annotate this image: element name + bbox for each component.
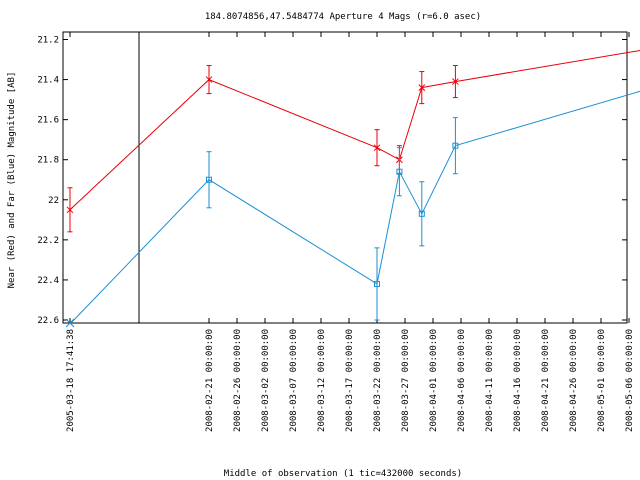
y-tick-label: 21.6 xyxy=(37,116,59,126)
x-tick-label: 2008-03-17 00:00:00 xyxy=(345,329,355,432)
y-tick-label: 21.8 xyxy=(37,156,59,166)
plot-area: 21.2 21.4 21.6 21.8 22 22.2 22.4 22.6 2005-03-18… xyxy=(37,31,640,432)
x-tick-label: 2008-04-16 00:00:00 xyxy=(513,329,523,432)
data-point xyxy=(373,144,381,152)
x-tick-label: 2008-03-07 00:00:00 xyxy=(289,329,299,432)
series-0 xyxy=(66,49,640,233)
data-point xyxy=(374,280,380,287)
x-tick-label: 2005-03-18 17:41:38 xyxy=(66,329,76,432)
data-point xyxy=(452,142,459,149)
x-tick-label: 2008-05-01 00:00:00 xyxy=(597,329,607,432)
y-tick-label: 21.2 xyxy=(37,36,59,46)
series-line xyxy=(69,49,640,211)
x-tick-label: 2008-03-02 00:00:00 xyxy=(261,329,271,432)
x-tick-label: 2008-04-21 00:00:00 xyxy=(541,329,551,432)
x-tick-label: 2008-03-22 00:00:00 xyxy=(373,329,383,432)
x-axis-label: Middle of observation (1 tic=432000 seco… xyxy=(224,469,462,479)
y-tick-label: 22.2 xyxy=(37,236,59,246)
data-point xyxy=(452,78,459,85)
x-tick-label: 2008-03-12 00:00:00 xyxy=(317,329,327,432)
chart-title: 184.8074856,47.5484774 Aperture 4 Mags (… xyxy=(205,12,481,22)
y-tick-label: 21.4 xyxy=(37,76,59,86)
x-tick-label: 2008-03-27 00:00:00 xyxy=(401,329,411,432)
y-axis-label: Near (Red) and Far (Blue) Magnitude [AB] xyxy=(7,72,17,289)
x-tick-label: 2008-04-11 00:00:00 xyxy=(485,329,495,432)
x-tick-label: 2008-04-26 00:00:00 xyxy=(569,329,579,432)
x-tick-label: 2008-02-21 00:00:00 xyxy=(205,329,215,432)
data-point xyxy=(418,210,425,217)
series-line xyxy=(69,90,640,325)
data-point xyxy=(66,206,74,214)
x-tick-label: 2008-05-06 00:00:00 xyxy=(625,329,635,432)
data-point xyxy=(418,84,426,91)
y-tick-label: 22.6 xyxy=(37,316,59,326)
plot-frame xyxy=(62,31,628,324)
data-point xyxy=(206,176,212,183)
x-tick-label: 2008-04-06 00:00:00 xyxy=(457,329,467,432)
data-point xyxy=(205,76,213,83)
x-tick-label: 2008-04-01 00:00:00 xyxy=(429,329,439,432)
x-tick-label: 2008-02-26 00:00:00 xyxy=(233,329,243,432)
data-point xyxy=(396,168,403,175)
data-point xyxy=(65,318,75,328)
y-tick-label: 22.4 xyxy=(37,276,59,286)
y-tick-label: 22 xyxy=(48,196,59,206)
series-1 xyxy=(65,90,640,328)
